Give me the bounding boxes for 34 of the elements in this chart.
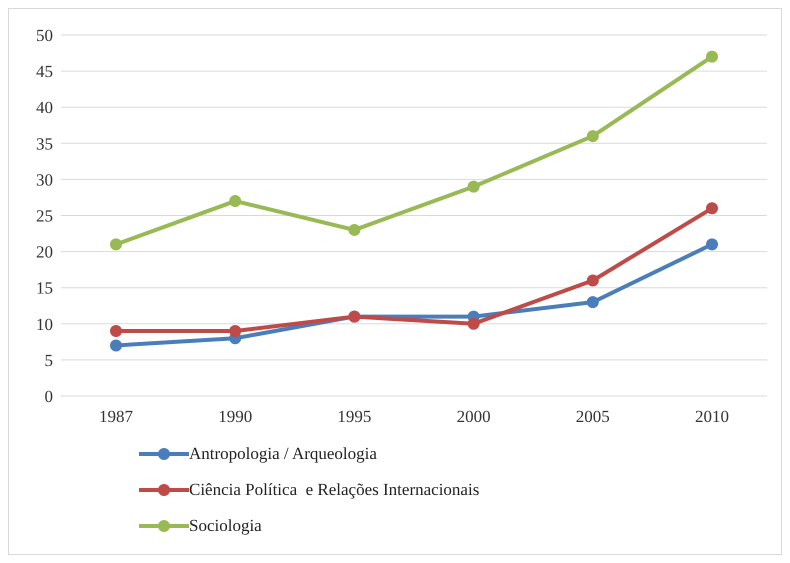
point [586,274,599,286]
y-tick-label: 25 [36,206,53,226]
point [468,318,480,330]
x-tick-label: 1987 [99,407,134,426]
point [110,339,122,352]
point [706,50,718,63]
x-tick-label: 1995 [337,407,372,426]
y-tick-label: 20 [36,242,53,262]
y-tick-label: 40 [36,98,53,118]
point [586,296,599,308]
y-tick-label: 0 [44,387,53,406]
legend-label: Ciência Política e Relações Internacionais [189,480,480,500]
x-tick-label: 2005 [576,407,610,426]
point [229,325,242,338]
point [706,202,718,214]
point [468,180,480,193]
point [586,130,599,142]
point [348,224,360,236]
legend-label: Antropologia / Arqueologia [189,444,377,464]
y-tick-label: 10 [36,314,53,334]
x-tick-label: 2010 [695,407,729,426]
y-tick-label: 30 [36,170,53,190]
point [229,195,242,208]
legend-label: Sociologia [189,516,262,536]
y-tick-label: 5 [44,350,53,370]
y-tick-label: 35 [36,134,53,154]
point [110,238,122,250]
x-tick-label: 2000 [456,407,491,426]
x-tick-label: 1990 [218,407,252,426]
y-tick-label: 50 [36,26,53,46]
point [110,325,122,338]
point [706,238,718,250]
y-tick-label: 15 [36,278,53,298]
y-tick-label: 45 [36,62,53,82]
